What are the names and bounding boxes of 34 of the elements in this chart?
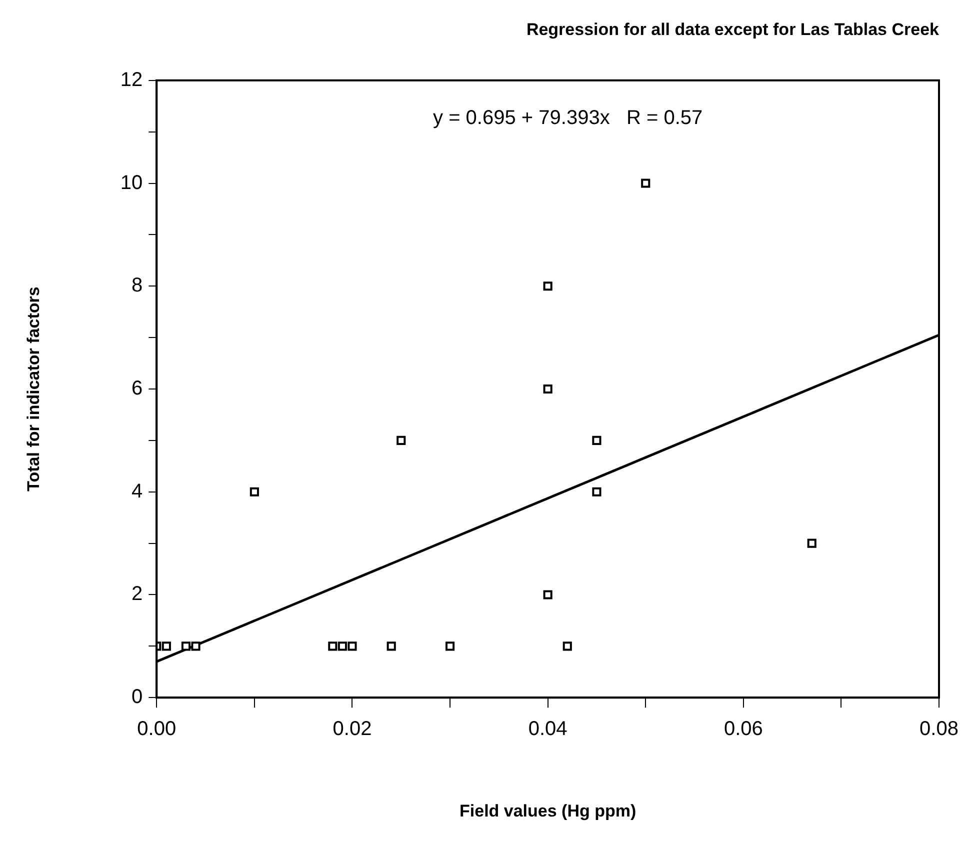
- point: [543, 590, 552, 600]
- point: [162, 642, 171, 651]
- point: [445, 642, 455, 651]
- point: [641, 178, 650, 188]
- y-tick-label: 4: [132, 480, 143, 502]
- y-tick-label: 10: [120, 172, 143, 194]
- point: [543, 282, 552, 291]
- point: [348, 642, 357, 651]
- point: [181, 642, 191, 651]
- x-tick-label: 0.08: [920, 718, 958, 740]
- annotation: y = 0.695 + 79.393x R = 0.57: [433, 106, 703, 129]
- point: [807, 538, 816, 548]
- point: [328, 642, 338, 651]
- y-tick-label: 8: [132, 274, 143, 297]
- x-tick-label: 0.06: [724, 718, 763, 740]
- x-tick-label: 0.02: [332, 718, 372, 740]
- point: [562, 642, 572, 651]
- point: [592, 436, 602, 445]
- point: [250, 487, 259, 496]
- point: [543, 384, 552, 394]
- y-axis-title: Total for indicator factors: [24, 286, 43, 492]
- x-tick-label: 0.04: [528, 718, 568, 740]
- chart-title: Regression for all data except for Las Tablas Creek: [526, 20, 940, 39]
- y-tick-label: 6: [132, 378, 143, 400]
- y-tick-label: 2: [132, 583, 143, 606]
- y-tick-label: 12: [120, 68, 143, 91]
- y-tick-label: 0: [132, 686, 143, 708]
- point: [592, 487, 602, 496]
- point: [386, 642, 396, 651]
- point: [396, 436, 406, 445]
- point: [338, 642, 347, 651]
- x-tick-label: 0.00: [137, 718, 176, 740]
- point: [191, 642, 200, 651]
- x-axis-title: Field values (Hg ppm): [460, 801, 636, 820]
